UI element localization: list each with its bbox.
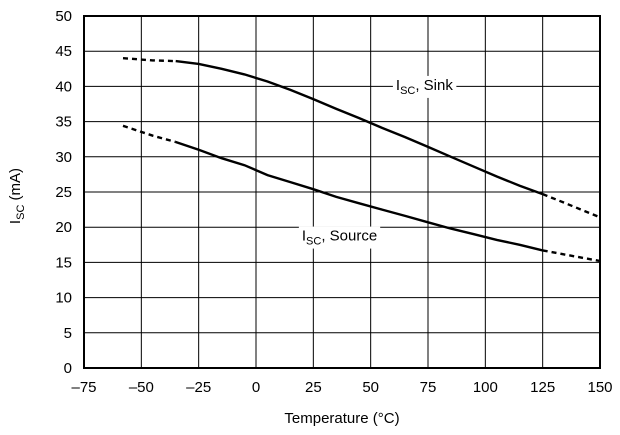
y-tick-label: 35 bbox=[55, 114, 72, 131]
series-source-dashed-right bbox=[542, 249, 601, 263]
svg-text:ISC, Source: ISC, Source bbox=[302, 228, 377, 248]
x-tick-label: –25 bbox=[186, 379, 211, 396]
series-source-dashed-left bbox=[122, 124, 177, 144]
x-tick-label: 25 bbox=[305, 379, 322, 396]
y-tick-label: 45 bbox=[55, 43, 72, 60]
series-sink-line bbox=[175, 59, 544, 196]
y-tick-label: 15 bbox=[55, 254, 72, 271]
series-label-sink: ISC, Sink bbox=[392, 75, 457, 98]
x-tick-label: 0 bbox=[252, 379, 260, 396]
series-lines bbox=[122, 57, 601, 263]
tick-labels: –75 –50 –25 0 25 50 75 100 125 150 0 5 10 15 20 25 30 35 4… bbox=[55, 8, 612, 396]
y-tick-label: 5 bbox=[64, 325, 72, 342]
y-tick-label: 20 bbox=[55, 219, 72, 236]
x-tick-label: 150 bbox=[587, 379, 612, 396]
series-sink-dashed-left bbox=[122, 57, 176, 63]
y-tick-label: 10 bbox=[55, 290, 72, 307]
plot-frame bbox=[83, 15, 601, 369]
y-tick-label: 40 bbox=[55, 78, 72, 95]
y-tick-label: 0 bbox=[64, 360, 72, 377]
y-tick-label: 50 bbox=[55, 8, 72, 25]
y-tick-label: 30 bbox=[55, 149, 72, 166]
grid bbox=[84, 16, 600, 368]
x-tick-label: 125 bbox=[530, 379, 555, 396]
x-tick-label: 50 bbox=[362, 379, 379, 396]
svg-text:ISC, Sink: ISC, Sink bbox=[396, 77, 453, 97]
series-label-source: ISC, Source bbox=[298, 226, 381, 249]
x-tick-label: 100 bbox=[473, 379, 498, 396]
series-sink-dashed-right bbox=[542, 192, 601, 219]
x-tick-label: –50 bbox=[129, 379, 154, 396]
series-source-line bbox=[175, 140, 543, 252]
x-tick-label: –75 bbox=[71, 379, 96, 396]
y-tick-label: 25 bbox=[55, 184, 72, 201]
x-tick-label: 75 bbox=[420, 379, 437, 396]
x-axis-title: Temperature (°C) bbox=[284, 410, 399, 427]
y-axis-title: ISC (mA) bbox=[7, 168, 27, 224]
